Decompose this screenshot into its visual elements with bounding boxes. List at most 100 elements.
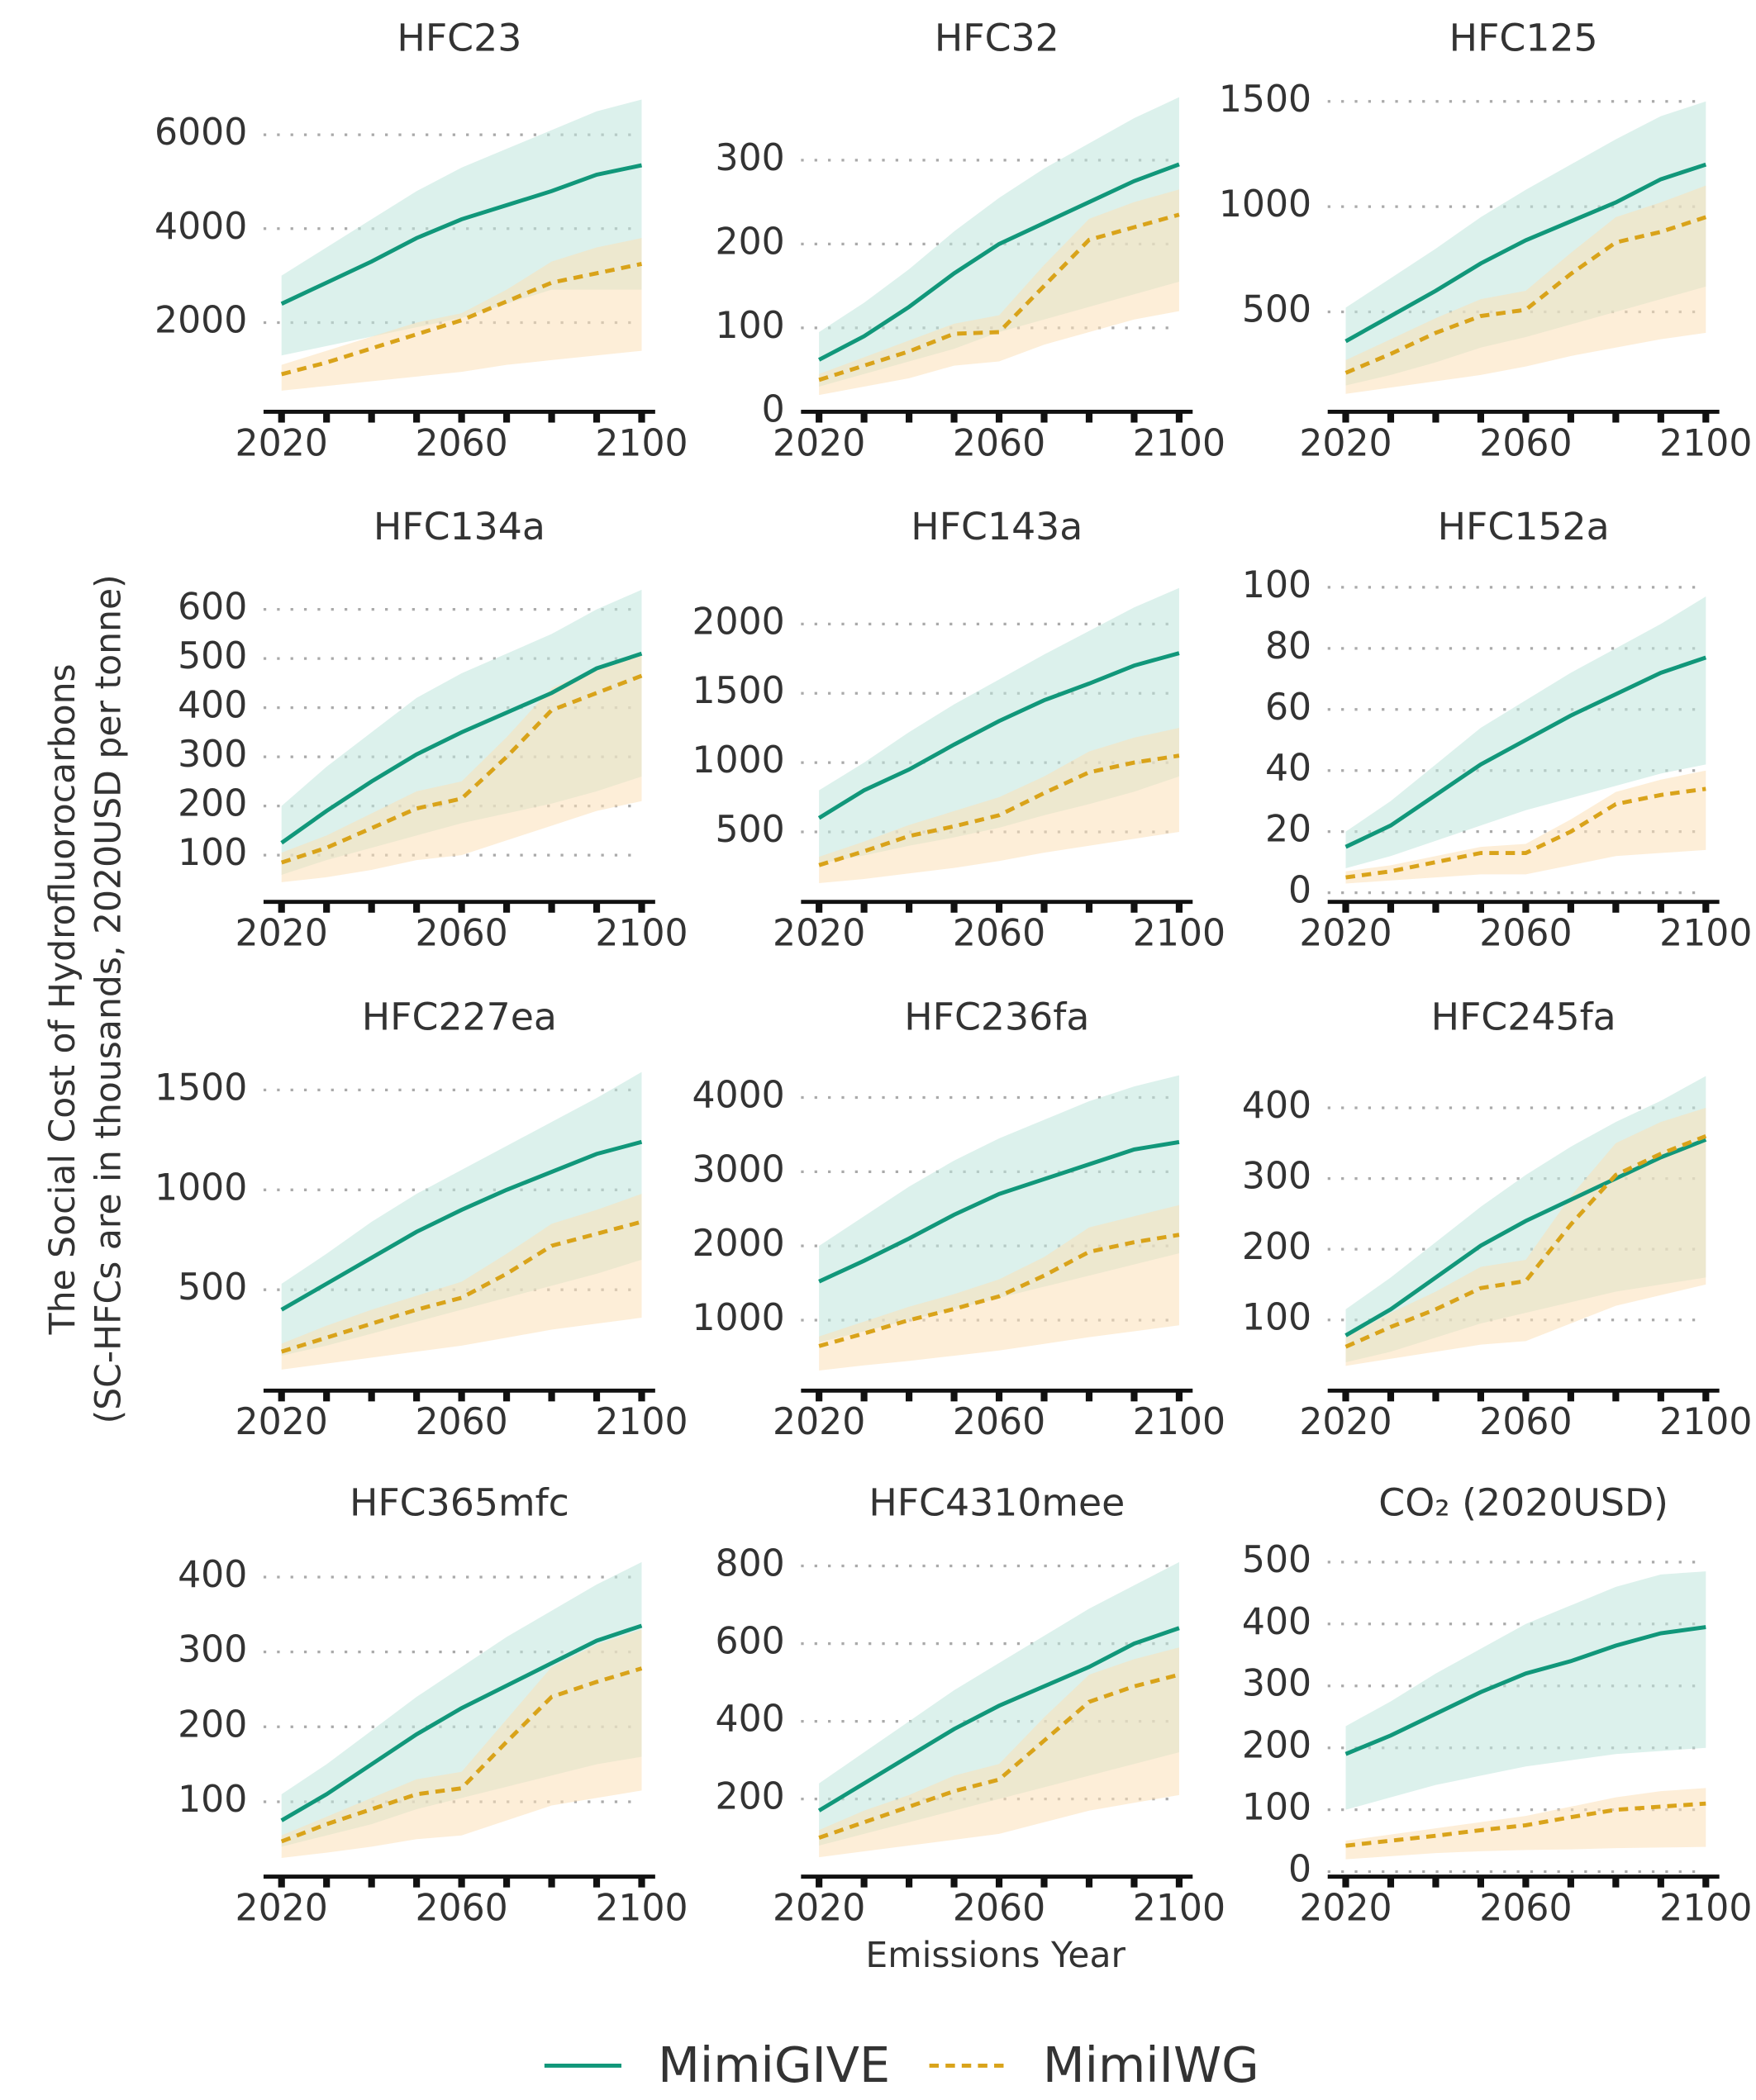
y-tick-label: 500 (1242, 288, 1311, 330)
y-tick-label: 0 (762, 388, 785, 430)
x-tick-label: 2020 (773, 1401, 865, 1443)
series-line (1344, 215, 1707, 375)
x-tick-label: 2060 (1479, 1401, 1572, 1443)
panel-title: HFC236fa (904, 995, 1089, 1038)
y-tick-label: 1000 (1219, 183, 1311, 226)
series-line (1345, 1801, 1706, 1848)
panel-title: HFC32 (935, 17, 1059, 60)
series-line (281, 262, 643, 377)
x-tick-label: 2020 (236, 1887, 328, 1929)
panel-title: CO₂ (2020USD) (1378, 1481, 1668, 1525)
panel-title: HFC227ea (362, 995, 557, 1038)
band (819, 1204, 1179, 1371)
panel-title: HFC134a (374, 505, 545, 549)
x-tick-label: 2020 (1299, 1401, 1392, 1443)
series-line (1344, 1138, 1707, 1337)
x-label: Emissions Year (865, 1936, 1125, 1976)
legend-label: MimiIWG (1043, 2036, 1259, 2093)
panel-title: HFC365mfc (350, 1481, 569, 1525)
series-line (1345, 786, 1706, 880)
panel-title: HFC125 (1449, 17, 1598, 60)
x-tick-label: 2100 (1133, 913, 1225, 955)
x-tick-label: 2100 (1133, 1887, 1225, 1929)
y-tick-label: 1000 (692, 739, 784, 782)
y-tick-label: 2000 (692, 601, 784, 643)
legend: MimiGIVE MimiIWG (544, 2036, 1259, 2093)
x-tick-label: 2100 (595, 1401, 688, 1443)
x-tick-label: 2060 (1479, 422, 1572, 464)
x-tick-label: 2100 (1659, 422, 1752, 464)
y-tick-label: 200 (1242, 1725, 1311, 1767)
x-tick-label: 2100 (1133, 422, 1225, 464)
y-label-line: The Social Cost of Hydrofluorocarbons (43, 663, 83, 1335)
series-line (280, 163, 643, 306)
y-tick-label: 200 (716, 221, 785, 263)
x-tick-label: 2020 (773, 913, 865, 955)
series-line (280, 1139, 643, 1312)
y-tick-label: 2000 (155, 299, 247, 341)
legend-label: MimiGIVE (658, 2036, 890, 2093)
y-tick-label: 2000 (692, 1223, 784, 1265)
series-line (280, 1623, 643, 1822)
y-tick-label: 400 (1242, 1085, 1311, 1127)
y-tick-label: 60 (1265, 687, 1311, 729)
x-tick-label: 2020 (236, 913, 328, 955)
y-tick-label: 80 (1265, 625, 1311, 668)
series-line (280, 651, 643, 845)
series-line (817, 651, 1180, 820)
x-tick-label: 2100 (595, 1887, 688, 1929)
y-tick-label: 300 (1242, 1663, 1311, 1705)
y-tick-label: 600 (716, 1621, 785, 1663)
y-tick-label: 100 (178, 1779, 247, 1821)
band (1345, 1108, 1706, 1366)
series-line (1344, 655, 1707, 849)
x-tick-label: 2100 (1659, 1401, 1752, 1443)
series-line (818, 753, 1180, 867)
x-tick-label: 2020 (1299, 913, 1392, 955)
band (1345, 101, 1706, 386)
band (819, 728, 1179, 884)
series-line (280, 1666, 643, 1844)
y-tick-label: 1500 (692, 670, 784, 712)
band (281, 653, 642, 882)
panel-title: HFC23 (397, 17, 521, 60)
x-tick-label: 2100 (1659, 1887, 1752, 1929)
band (1345, 770, 1706, 884)
series-line (818, 1140, 1180, 1284)
x-tick-label: 2020 (773, 422, 865, 464)
y-tick-label: 0 (1288, 1849, 1311, 1891)
x-tick-label: 2060 (415, 1887, 507, 1929)
panel-title: HFC152a (1438, 505, 1610, 549)
series-line (1344, 1133, 1707, 1349)
y-tick-label: 300 (178, 1629, 247, 1671)
y-tick-label: 1500 (1219, 78, 1311, 121)
y-tick-label: 400 (1242, 1601, 1311, 1643)
y-tick-label: 200 (716, 1776, 785, 1818)
series-line (818, 1233, 1180, 1348)
y-tick-label: 400 (178, 1554, 247, 1596)
y-tick-label: 4000 (155, 206, 247, 248)
x-tick-label: 2100 (595, 422, 688, 464)
y-tick-label: 3000 (692, 1148, 784, 1190)
y-tick-label: 0 (1288, 870, 1311, 912)
x-tick-label: 2060 (953, 1401, 1045, 1443)
y-tick-label: 100 (1242, 1787, 1311, 1829)
y-tick-label: 800 (716, 1543, 785, 1585)
y-tick-label: 100 (1242, 564, 1311, 606)
y-tick-label: 100 (716, 305, 785, 347)
band (281, 238, 642, 391)
panel-title: HFC143a (911, 505, 1083, 549)
y-tick-label: 300 (1242, 1156, 1311, 1198)
y-tick-label: 100 (178, 832, 247, 874)
x-tick-label: 2100 (1133, 1401, 1225, 1443)
y-tick-label: 1500 (155, 1067, 247, 1109)
x-tick-label: 2100 (595, 913, 688, 955)
y-tick-label: 500 (716, 809, 785, 851)
series-line (817, 1626, 1180, 1813)
y-tick-label: 600 (178, 587, 247, 629)
y-tick-label: 500 (178, 635, 247, 677)
band (819, 1075, 1179, 1342)
x-tick-label: 2060 (953, 913, 1045, 955)
